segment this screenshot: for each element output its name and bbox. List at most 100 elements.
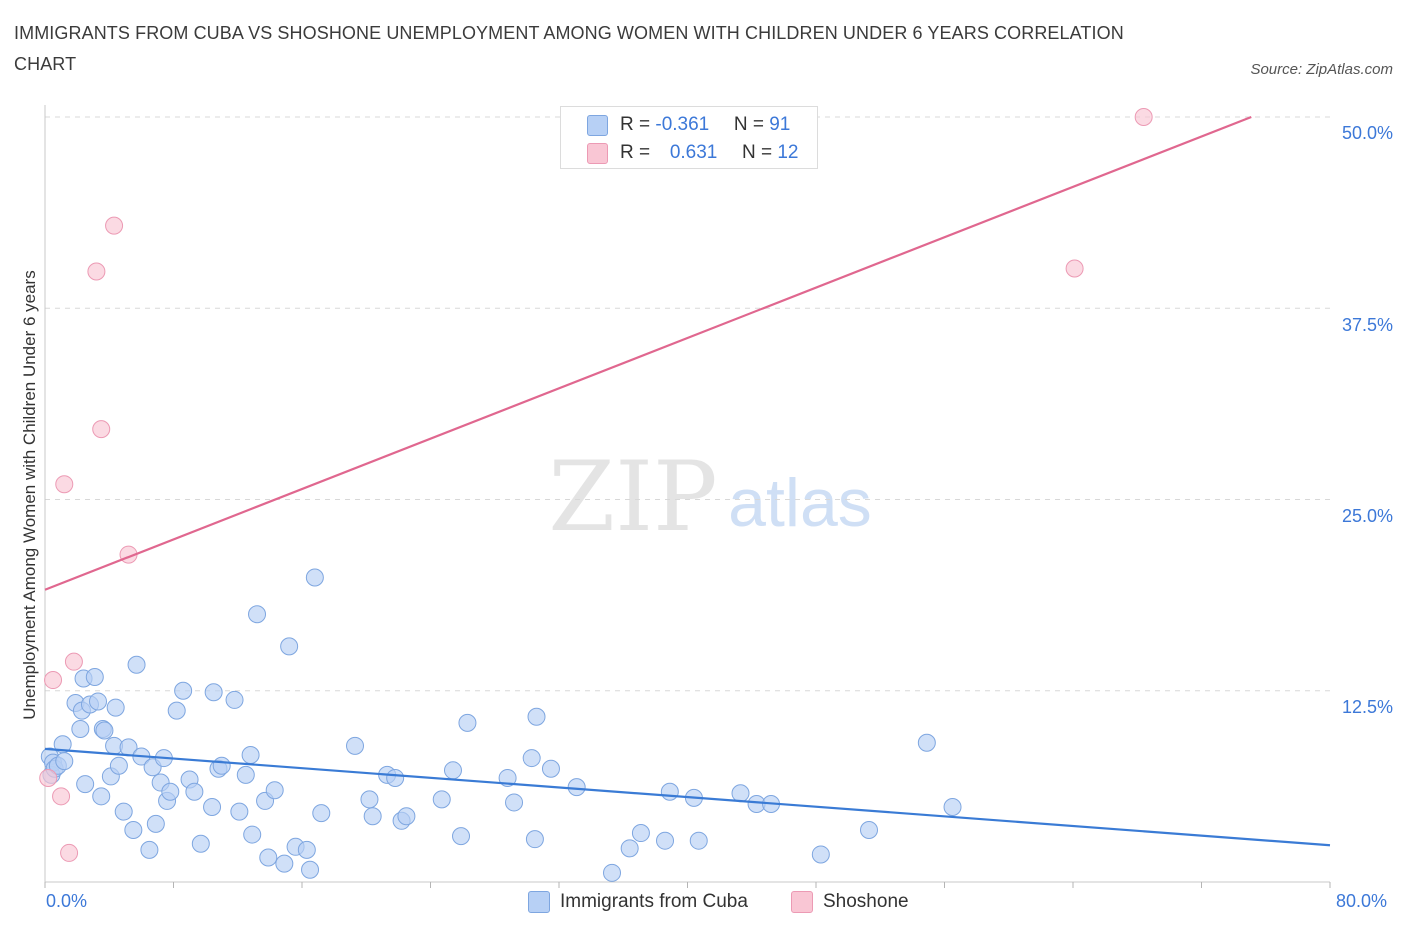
shoshone-r-value: 0.631 [669, 142, 718, 163]
cuba-point [95, 721, 114, 740]
shoshone-n-value: 12 [777, 142, 799, 163]
cuba-point [397, 807, 416, 826]
cuba-point [312, 804, 331, 823]
cuba-point [174, 681, 193, 700]
cuba-point [203, 798, 222, 817]
shoshone-n-label: N = [741, 142, 778, 163]
cuba-point [297, 840, 316, 859]
cuba-point [191, 834, 210, 853]
source-note: Source: ZipAtlas.com [1250, 61, 1393, 78]
cuba-point [275, 854, 294, 873]
cuba-point [71, 720, 90, 738]
watermark-atlas: atlas [728, 465, 872, 541]
cuba-point [185, 782, 204, 801]
cuba-point [360, 790, 379, 809]
cuba-point [236, 765, 255, 784]
cuba-point [161, 782, 180, 801]
cuba-point [860, 820, 879, 839]
y-tick-label-37-5: 37.5% [1341, 315, 1393, 335]
cuba-point [525, 830, 544, 849]
shoshone-point [1134, 108, 1153, 126]
cuba-point [689, 831, 708, 850]
shoshone-point [87, 262, 106, 281]
cuba-point [248, 605, 267, 624]
cuba-point [146, 814, 165, 833]
chart-title: IMMIGRANTS FROM CUBA VS SHOSHONE UNEMPLO… [14, 23, 1124, 74]
cuba-point [85, 667, 104, 686]
correlation-legend: R = -0.361 N = 91 R = 0.631 N = 12 [560, 106, 818, 169]
watermark-zip: ZIP [548, 441, 717, 553]
cuba-point [259, 848, 278, 867]
cuba-point [541, 759, 560, 778]
cuba-point [243, 825, 262, 844]
shoshone-point [39, 768, 58, 787]
shoshone-point [52, 787, 71, 806]
y-tick-label-25: 25.0% [1341, 506, 1393, 526]
shoshone-point [1065, 259, 1084, 278]
shoshone-swatch [587, 143, 608, 164]
cuba-point [140, 840, 159, 859]
cuba-point [432, 790, 451, 809]
cuba-point [55, 752, 74, 771]
cuba-point [363, 807, 382, 826]
cuba-point [301, 860, 320, 879]
cuba-point [106, 698, 125, 717]
cuba-legend-swatch [528, 891, 550, 913]
cuba-r-label: R = [620, 114, 656, 135]
shoshone-r-label: R = [620, 142, 656, 163]
cuba-n-value: 91 [769, 114, 791, 135]
cuba-point [527, 707, 546, 726]
cuba-point [265, 781, 284, 800]
cuba-legend-label: Immigrants from Cuba [560, 891, 748, 912]
shoshone-point [92, 420, 111, 439]
cuba-point [620, 839, 639, 858]
cuba-point [167, 701, 186, 720]
cuba-point [124, 820, 143, 839]
cuba-point [212, 756, 231, 775]
cuba-trend-line [44, 747, 1331, 847]
cuba-point [114, 802, 133, 821]
cuba-point [386, 768, 405, 787]
cuba-point [656, 831, 675, 850]
cuba-point [109, 756, 128, 775]
shoshone-point [64, 652, 83, 671]
cuba-point [660, 782, 679, 801]
cuba-point [225, 690, 244, 709]
cuba-r-value: -0.361 [655, 114, 710, 135]
cuba-point [452, 827, 471, 846]
shoshone-point [55, 475, 74, 494]
cuba-point [305, 568, 324, 587]
shoshone-legend-label: Shoshone [823, 891, 909, 912]
x-tick-label-max: 80.0% [1336, 891, 1388, 911]
shoshone-point [44, 671, 63, 690]
cuba-point [917, 733, 936, 752]
shoshone-legend-swatch [791, 891, 813, 913]
cuba-point [603, 863, 622, 882]
cuba-point [92, 787, 111, 806]
cuba-point [731, 784, 750, 803]
cuba-point [346, 736, 365, 755]
shoshone-point [105, 216, 124, 235]
cuba-point [943, 798, 962, 817]
cuba-point [567, 778, 586, 797]
cuba-point [443, 761, 462, 780]
shoshone-trend-line [44, 115, 1252, 591]
cuba-point [505, 793, 524, 812]
y-tick-label-12-5: 12.5% [1341, 697, 1393, 717]
cuba-point [76, 775, 95, 794]
cuba-point [89, 692, 108, 711]
cuba-point [631, 824, 650, 843]
cuba-point [522, 749, 541, 768]
cuba-point [230, 802, 249, 821]
cuba-point [204, 683, 223, 702]
cuba-point [811, 845, 830, 864]
cuba-point [127, 655, 146, 674]
cuba-point [458, 713, 477, 732]
cuba-point [241, 746, 260, 765]
shoshone-point [60, 843, 79, 862]
y-tick-label-50: 50.0% [1341, 123, 1393, 143]
cuba-n-label: N = [733, 114, 770, 135]
cuba-point [280, 637, 299, 656]
cuba-swatch [587, 115, 608, 136]
